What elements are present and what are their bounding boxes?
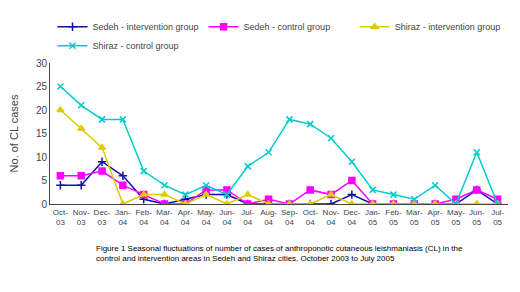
svg-text:Jan-05: Jan-05: [365, 208, 381, 227]
svg-text:Jul-04: Jul-04: [241, 208, 254, 227]
svg-text:Feb-04: Feb-04: [135, 208, 152, 227]
svg-text:Jan-04: Jan-04: [115, 208, 131, 227]
svg-text:Shiraz - control group: Shiraz - control group: [93, 41, 179, 51]
svg-text:Mar-04: Mar-04: [156, 208, 173, 227]
svg-text:No. of CL cases: No. of CL cases: [8, 94, 20, 172]
svg-text:15: 15: [36, 128, 48, 139]
svg-text:May-04: May-04: [197, 208, 215, 227]
svg-text:Jun-04: Jun-04: [219, 208, 235, 227]
svg-text:Nov-04: Nov-04: [323, 208, 340, 227]
svg-text:Apr-05: Apr-05: [428, 208, 443, 227]
svg-text:Jun-05: Jun-05: [469, 208, 485, 227]
svg-text:Shiraz - intervention group: Shiraz - intervention group: [395, 22, 501, 32]
svg-text:Sep-04: Sep-04: [281, 208, 298, 227]
svg-text:Aug-04: Aug-04: [260, 208, 277, 227]
svg-text:Oct-03: Oct-03: [53, 208, 68, 227]
svg-text:20: 20: [36, 105, 48, 116]
svg-text:Apr-04: Apr-04: [178, 208, 193, 227]
svg-text:Dec-04: Dec-04: [343, 208, 360, 227]
svg-text:0: 0: [41, 199, 47, 210]
svg-text:Sedeh - control group: Sedeh - control group: [244, 22, 331, 32]
svg-text:Dec-03: Dec-03: [94, 208, 111, 227]
svg-text:10: 10: [36, 152, 48, 163]
svg-text:Feb-05: Feb-05: [385, 208, 402, 227]
svg-text:Figure 1 Seasonal fluctuations: Figure 1 Seasonal fluctuations of number…: [96, 244, 463, 263]
svg-text:Jul-05: Jul-05: [491, 208, 504, 227]
svg-text:Nov-03: Nov-03: [73, 208, 90, 227]
svg-text:Oct-04: Oct-04: [303, 208, 318, 227]
svg-text:25: 25: [36, 81, 48, 92]
svg-text:Mar-05: Mar-05: [406, 208, 423, 227]
svg-text:Sedeh - intervention group: Sedeh - intervention group: [93, 22, 199, 32]
svg-text:May-05: May-05: [447, 208, 465, 227]
svg-text:5: 5: [41, 175, 47, 186]
svg-text:30: 30: [36, 58, 48, 69]
